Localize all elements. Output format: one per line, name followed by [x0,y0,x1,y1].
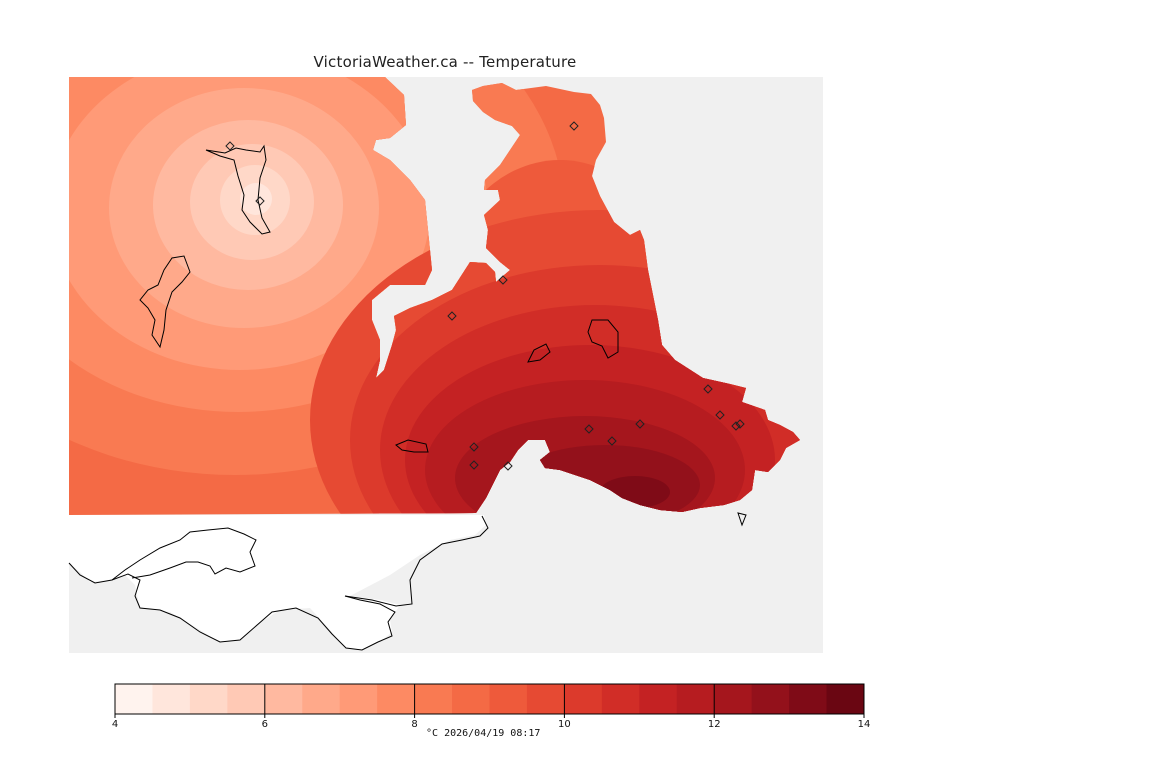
legend-unit: °C [426,728,439,739]
legend-swatch [564,684,603,714]
station-marker-icon[interactable] [635,419,645,429]
station-marker-icon[interactable] [469,460,479,470]
lake-central [527,343,551,363]
station-marker-icon[interactable] [735,419,745,429]
legend-tick-label: 14 [858,719,871,730]
legend-swatch [227,684,266,714]
legend-tick-label: 12 [708,719,721,730]
station-marker-icon[interactable] [447,311,457,321]
legend-swatch [639,684,678,714]
legend-tick-label: 8 [411,719,417,730]
station-marker-icon[interactable] [703,384,713,394]
temperature-legend: 4 6 8 10 12 14 [112,683,871,730]
legend-swatch [789,684,828,714]
island-southeast [737,512,747,527]
southern-coastline [68,515,489,651]
lake-south [395,439,429,453]
legend-swatch [526,684,565,714]
legend-tick-label: 10 [558,719,571,730]
legend-tick-label: 4 [112,719,118,730]
station-marker-icon[interactable] [715,410,725,420]
southern-land [69,515,486,650]
legend-swatch [452,684,490,714]
legend-swatch [302,684,341,714]
legend-swatch [601,684,640,714]
station-marker-icon[interactable] [584,424,594,434]
station-marker-icon[interactable] [498,275,508,285]
coastline [139,144,747,527]
station-marker-icon[interactable] [569,121,579,131]
legend-swatch [714,684,753,714]
station-marker-icon[interactable] [255,196,265,206]
legend-swatch [339,684,378,714]
inlet-north [205,144,271,235]
legend-tick-label: 6 [262,719,268,730]
legend-swatch [826,684,865,714]
legend-swatch [264,684,303,714]
lake-west [139,255,191,349]
legend-swatch [414,684,453,714]
map-title: VictoriaWeather.ca -- Temperature [313,53,577,71]
legend-swatch [152,684,191,714]
legend-caption: °C 2026/04/19 08:17 [426,728,540,739]
legend-swatch [189,684,228,714]
cool-center [69,77,565,475]
station-marker-icon[interactable] [503,461,513,471]
legend-swatch [377,684,416,714]
legend-timestamp: 2026/04/19 08:17 [444,728,541,739]
lake-east [587,319,619,359]
legend-swatch [489,684,528,714]
station-marker-icon[interactable] [469,442,479,452]
station-markers [225,121,745,471]
station-marker-icon[interactable] [607,436,617,446]
station-marker-icon[interactable] [731,421,741,431]
legend-swatch [676,684,715,714]
station-marker-icon[interactable] [225,141,235,151]
legend-swatch [115,684,153,714]
legend-swatch [751,684,790,714]
